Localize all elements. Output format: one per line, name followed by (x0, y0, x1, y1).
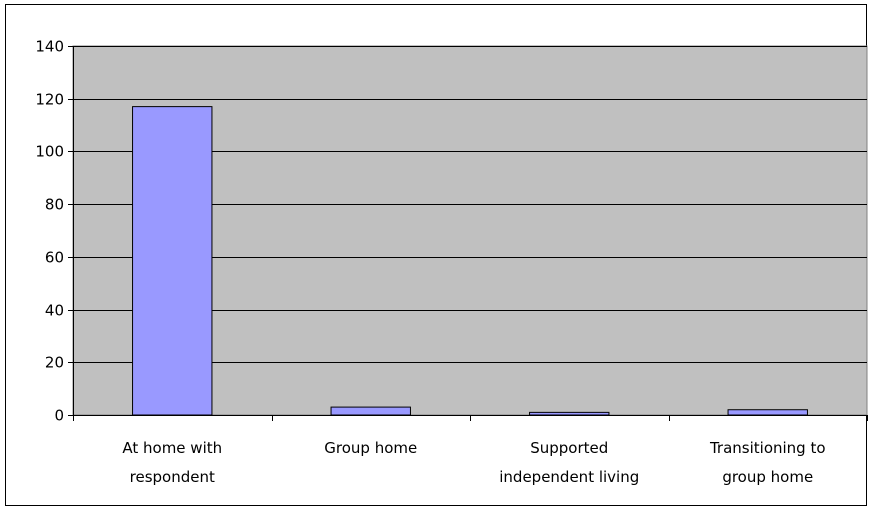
y-tick-label-0: 0 (54, 407, 64, 425)
bar-1 (132, 106, 213, 416)
y-tick-label-40: 40 (45, 302, 64, 320)
x-tick-label-line: Transitioning to (709, 439, 826, 457)
bar-4 (727, 409, 808, 416)
bar-2 (330, 406, 411, 416)
y-tick-label-140: 140 (35, 38, 64, 56)
bar-3 (529, 411, 610, 416)
x-tick-label-line: independent living (499, 468, 639, 486)
y-tick-label-120: 120 (35, 91, 64, 109)
x-tick-label-3: Supported independent living (499, 439, 639, 486)
x-tick-label-line: respondent (130, 468, 215, 486)
y-tick-label-100: 100 (35, 143, 64, 161)
x-tick-label-4: Transitioning to group home (709, 439, 826, 486)
x-tick-label-line: At home with (122, 439, 222, 457)
x-tick-label-2: Group home (324, 439, 417, 457)
y-tick-label-60: 60 (45, 249, 64, 267)
x-axis: At home with respondent Group home Supporte… (73, 415, 868, 486)
x-tick-label-line: Supported (530, 439, 608, 457)
x-tick-label-line: Group home (324, 439, 417, 457)
x-tick-label-1: At home with respondent (122, 439, 222, 486)
y-axis: 0 20 40 60 80 100 120 140 (35, 38, 74, 425)
x-tick-label-line: group home (722, 468, 813, 486)
y-tick-label-20: 20 (45, 354, 64, 372)
bars (132, 106, 808, 416)
y-tick-label-80: 80 (45, 196, 64, 214)
